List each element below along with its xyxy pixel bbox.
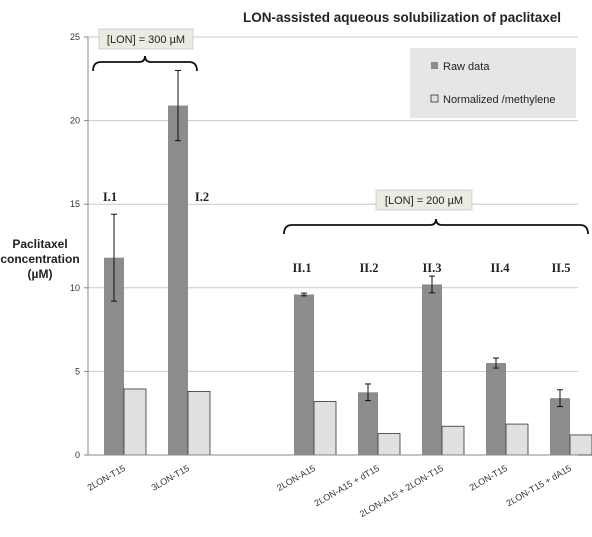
y-tick-label-20: 20	[70, 116, 80, 126]
concentration-callouts: [LON] = 300 µM [LON] = 200 µM	[92, 28, 589, 235]
category-label-4: 2LON-A15 + dT15	[313, 463, 381, 508]
bars	[104, 105, 592, 456]
legend-box	[410, 48, 576, 118]
bar-raw-7	[550, 398, 570, 455]
callout-text-300: [LON] = 300 µM	[107, 34, 185, 46]
group-labels: I.1 I.2 II.1 II.2 II.3 II.4 II.5	[103, 190, 571, 275]
bar-raw-5	[422, 284, 442, 455]
axes	[84, 36, 578, 456]
bar-raw-2	[168, 105, 188, 455]
category-label-7: 2LON-T15 + dA15	[505, 463, 573, 508]
bar-normalized-3	[313, 401, 337, 456]
bar-normalized-4	[377, 433, 401, 456]
legend-label-raw: Raw data	[443, 61, 490, 73]
category-label-3: 2LON-A15	[275, 463, 317, 493]
y-tick-label-25: 25	[70, 32, 80, 42]
bar-raw-4	[358, 392, 378, 455]
group-label-ii-2: II.2	[359, 261, 378, 275]
category-label-2: 3LON-T15	[150, 463, 191, 493]
y-tick-label-5: 5	[75, 366, 80, 376]
group-label-ii-3: II.3	[422, 261, 441, 275]
category-label-6: 2LON-T15	[468, 463, 509, 493]
y-axis-label-line-3: (µM)	[28, 267, 53, 281]
y-axis-ticks: 0 5 10 15 20 25	[70, 32, 80, 460]
chart-title: LON-assisted aqueous solubilization of p…	[243, 10, 561, 25]
bar-raw-1	[104, 257, 124, 455]
bar-normalized-5	[441, 425, 465, 456]
group-label-ii-5: II.5	[551, 261, 570, 275]
group-label-ii-4: II.4	[490, 261, 510, 275]
bar-normalized-7	[569, 434, 592, 456]
y-tick-label-0: 0	[75, 450, 80, 460]
legend: Raw data Normalized /methylene	[410, 48, 576, 118]
bar-normalized-2	[187, 391, 211, 456]
y-tick-label-15: 15	[70, 199, 80, 209]
group-label-i-1: I.1	[103, 190, 117, 204]
callout-box-200	[375, 189, 473, 211]
group-label-ii-1: II.1	[292, 261, 311, 275]
bar-normalized-1	[123, 388, 147, 456]
y-axis-label-line-2: concentration	[0, 252, 79, 266]
callout-box-300	[98, 28, 194, 50]
callout-text-200: [LON] = 200 µM	[385, 195, 463, 207]
legend-swatch-raw	[431, 62, 438, 69]
bar-raw-6	[486, 363, 506, 455]
y-tick-label-10: 10	[70, 283, 80, 293]
y-axis-label-line-1: Paclitaxel	[12, 237, 67, 251]
error-bars	[111, 69, 563, 408]
bar-normalized-6	[505, 423, 529, 456]
bar-raw-3	[294, 294, 314, 455]
group-label-i-2: I.2	[195, 190, 209, 204]
legend-swatch-normalized	[430, 94, 439, 103]
brace-300	[92, 55, 198, 72]
brace-200	[283, 218, 589, 235]
category-label-1: 2LON-T15	[86, 463, 127, 493]
legend-label-normalized: Normalized /methylene	[443, 94, 556, 106]
